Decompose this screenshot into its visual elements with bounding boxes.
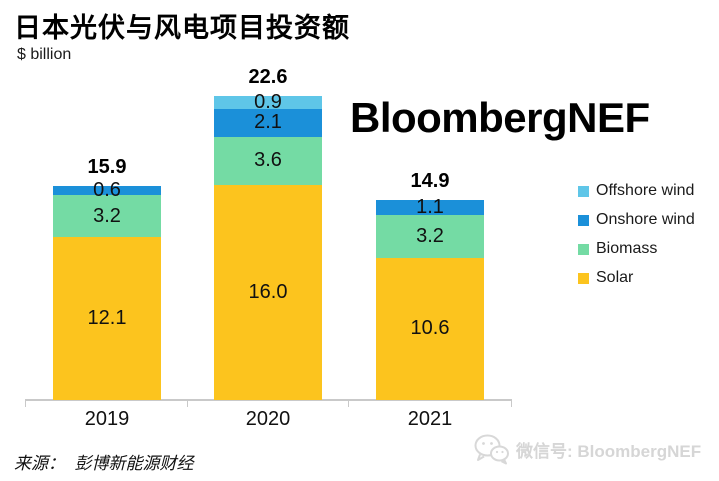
bar-segment: [53, 186, 161, 195]
legend-label: Biomass: [596, 240, 658, 257]
legend-label: Onshore wind: [596, 211, 695, 228]
legend-item: Onshore wind: [578, 210, 695, 230]
x-axis-tick: [187, 399, 188, 407]
legend-swatch: [578, 243, 589, 255]
x-axis-tick: [25, 399, 26, 407]
bar-segment: [214, 185, 322, 400]
wechat-id-label: 微信号: BloombergNEF: [516, 441, 702, 461]
legend-item: Offshore wind: [578, 181, 695, 201]
bar-segment: [214, 136, 322, 186]
bar-segment-label: 0.6: [93, 178, 121, 201]
bar-total-label: 15.9: [87, 156, 127, 179]
legend-item: Solar: [578, 268, 695, 288]
bar-segment-label: 1.1: [416, 195, 444, 218]
bar-total-label: 14.9: [410, 169, 450, 192]
bar-segment-label: 3.6: [254, 149, 282, 172]
wechat-icon: [473, 433, 509, 465]
bar-segment: [376, 214, 484, 258]
legend-label: Solar: [596, 269, 634, 286]
legend-item: Biomass: [578, 239, 695, 259]
x-axis-category-label: 2019: [84, 408, 130, 430]
x-axis-tick: [511, 399, 512, 407]
bar-segment: [53, 237, 161, 400]
x-axis-category-label: 2020: [245, 408, 291, 430]
bar-segment: [214, 108, 322, 137]
bar-segment: [214, 96, 322, 109]
bar-segment-label: 3.2: [416, 224, 444, 247]
bar-segment: [53, 194, 161, 238]
bar-segment-label: 0.9: [254, 91, 282, 114]
bar-segment-label: 10.6: [410, 317, 450, 340]
brand-watermark: BloombergNEF: [350, 94, 650, 141]
y-axis-unit-label: $ billion: [17, 46, 72, 63]
bar-segment-label: 16.0: [248, 281, 288, 304]
x-axis-line: [25, 399, 512, 401]
source-note: 来源： 彭博新能源财经: [14, 454, 194, 473]
bar-segment-label: 3.2: [93, 204, 121, 227]
legend-swatch: [578, 214, 589, 226]
bar-total-label: 22.6: [248, 66, 288, 89]
legend-swatch: [578, 272, 589, 284]
bar-segment-label: 12.1: [87, 307, 127, 330]
x-axis-category-label: 2021: [407, 408, 453, 430]
chart-title: 日本光伏与风电项目投资额: [14, 13, 350, 43]
bar-segment: [376, 199, 484, 215]
bar-segment-label: 2.1: [254, 111, 282, 134]
legend-label: Offshore wind: [596, 182, 695, 199]
bar-segment: [376, 257, 484, 400]
wechat-watermark: 微信号: BloombergNEF: [473, 433, 701, 465]
chart-legend: Offshore wind Onshore wind Biomass Solar: [578, 181, 695, 288]
legend-swatch: [578, 185, 589, 197]
x-axis-tick: [348, 399, 349, 407]
